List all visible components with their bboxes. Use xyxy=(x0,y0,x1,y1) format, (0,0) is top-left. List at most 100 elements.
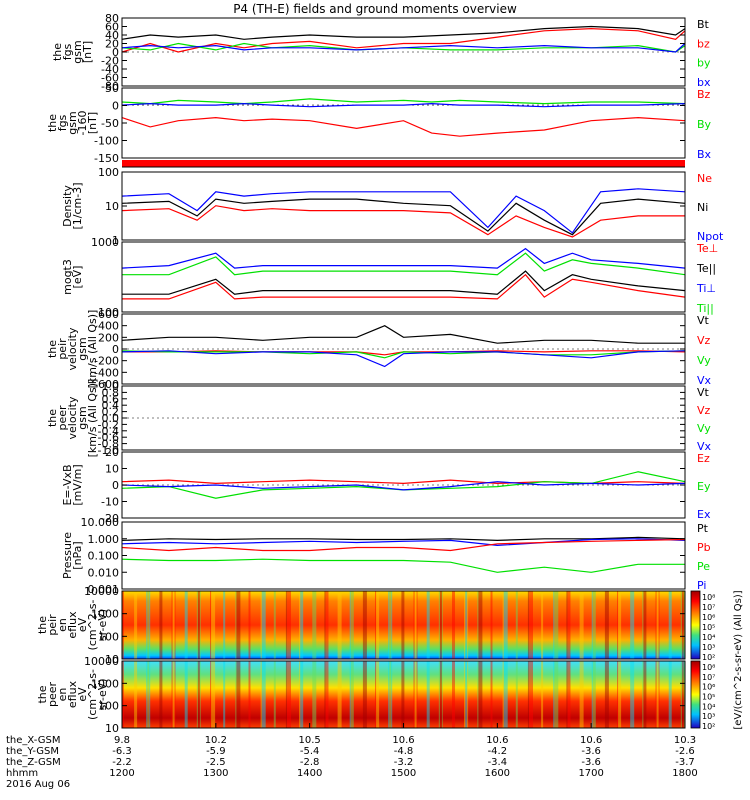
y-tick-label: -1.0 xyxy=(98,444,119,457)
y-tick-label: 10 xyxy=(105,722,119,735)
spectrogram-streak xyxy=(426,591,430,659)
spectrogram-streak xyxy=(490,661,493,728)
spectrogram-streak xyxy=(465,591,468,659)
spectrogram-streak xyxy=(668,661,672,728)
colorbar-tick-label: 10³ xyxy=(702,712,715,721)
spectrogram-streak xyxy=(438,661,443,728)
spectrogram-streak xyxy=(413,661,418,728)
legend-ti: Ti⊥ xyxy=(696,282,716,295)
spectrogram-streak xyxy=(223,591,226,659)
y-axis-label-line: peer xyxy=(46,682,59,708)
spectrogram-streak xyxy=(413,591,418,659)
spectrogram-streak xyxy=(312,661,317,728)
y-axis-label-line: velocity xyxy=(66,396,79,439)
spectrogram-streak xyxy=(426,661,430,728)
spectrogram-streak xyxy=(223,661,226,728)
spectrogram-streak xyxy=(680,591,685,659)
spectrogram-streak xyxy=(541,661,544,728)
spectrogram-streak xyxy=(134,661,138,728)
y-tick-label: -0.8 xyxy=(98,438,119,451)
spectrogram-streak xyxy=(681,591,684,659)
spectrogram-streak xyxy=(273,661,276,728)
x-tick-value: 1400 xyxy=(297,768,322,779)
spectrogram-streak xyxy=(261,591,266,659)
x-tick-value: -2.5 xyxy=(206,757,226,768)
spectrogram-streak xyxy=(211,661,216,728)
y-tick-label: -0.6 xyxy=(98,431,119,444)
y-tick-label: 0 xyxy=(112,46,119,59)
y-axis-label-line: the xyxy=(36,685,49,703)
spectrogram-streak xyxy=(655,591,660,659)
spectrogram-streak xyxy=(122,591,124,659)
y-tick-label: -400 xyxy=(94,366,119,379)
series-ti-line xyxy=(121,247,686,269)
series-pt-line xyxy=(121,536,686,542)
colorbar-tick-label: 10⁸ xyxy=(702,663,715,672)
colorbars: 10⁸10⁷10⁶10⁵10⁴10³10²10⁸10⁷10⁶10⁵10⁴10³1… xyxy=(690,590,744,731)
spectrogram-streak xyxy=(210,661,213,728)
spectrogram-streak xyxy=(630,591,635,659)
spectrogram-streak xyxy=(566,661,569,728)
spectrogram-streak xyxy=(299,661,302,728)
legend-pb: Pb xyxy=(697,541,711,554)
y-tick-label: -10 xyxy=(101,496,119,509)
series-bx-line xyxy=(121,43,686,53)
spectrogram-streak xyxy=(197,591,200,659)
spectrogram-streak xyxy=(630,661,635,728)
spectrogram-streak xyxy=(464,591,469,659)
colorbar-tick-label: 10⁸ xyxy=(702,593,715,602)
legend-bz: bz xyxy=(697,37,710,50)
y-axis-label-line: [1/cm-3] xyxy=(71,182,84,229)
series-vt-line xyxy=(121,325,685,344)
spectrogram-streak xyxy=(566,591,569,659)
colorbar-tick-label: 10² xyxy=(702,653,715,662)
spectrogram-texture xyxy=(122,661,685,728)
y-tick-label: 0 xyxy=(112,343,119,356)
series-pb-line xyxy=(121,538,686,552)
spectrogram-streak xyxy=(324,661,327,728)
y-axis-label: thepeervelocitygsm[km/s (All Qs)] xyxy=(46,379,99,458)
spectrogram-streak xyxy=(388,661,393,728)
spectrogram-streak xyxy=(248,591,251,659)
panel-5: 6004002000-200-400-600thepeirvelocitygsm… xyxy=(46,308,712,391)
spectrogram-streak xyxy=(680,661,685,728)
spectrogram-streak xyxy=(591,661,594,728)
spectrogram-streak xyxy=(579,591,584,659)
x-tick-value: -4.8 xyxy=(394,746,414,757)
spectrogram-streak xyxy=(325,591,329,659)
spectrogram-streak xyxy=(350,661,354,728)
y-axis-label-line: the xyxy=(36,616,49,634)
y-tick-label: -80 xyxy=(101,80,119,93)
legend-ni: Ni xyxy=(697,201,708,214)
series-ex-line xyxy=(121,481,686,491)
spectrogram-streak xyxy=(362,591,367,659)
y-tick-label: 1.000 xyxy=(88,533,120,546)
spectrogram-streak xyxy=(478,661,483,728)
colorbar-tick-label: 10⁴ xyxy=(702,702,715,711)
series-by-line xyxy=(121,98,686,105)
legend-bt: Bt xyxy=(697,18,710,31)
legend-by: by xyxy=(697,57,711,70)
spectrogram-streak xyxy=(285,591,289,659)
spectrogram-streak xyxy=(146,661,151,728)
y-axis-label-line: Pressure xyxy=(61,532,74,579)
series-ne-line xyxy=(121,205,685,238)
spectrogram-streak xyxy=(554,591,559,659)
y-tick-label: 10 xyxy=(105,653,119,666)
panel-6: 1.00.80.60.40.20.0-0.2-0.4-0.6-0.8-1.0th… xyxy=(46,379,712,458)
y-tick-label: -50 xyxy=(101,117,119,130)
x-tick-value: 10.6 xyxy=(486,735,508,746)
spectrogram-streak xyxy=(554,661,559,728)
spectrogram-streak xyxy=(299,591,302,659)
x-tick-value: 1800 xyxy=(672,768,697,779)
spectrogram-streak xyxy=(211,591,216,659)
spectrogram-streak xyxy=(337,661,342,728)
panel-8: 10.0001.0000.1000.0100.001Pressure[nPa]P… xyxy=(61,516,711,596)
y-tick-label: 0.2 xyxy=(102,406,120,419)
spectrogram-streak xyxy=(261,661,266,728)
spectrogram-streak xyxy=(642,661,645,728)
series-pi-line xyxy=(121,538,686,547)
spectrogram-streak xyxy=(196,591,201,659)
spectrogram-streak xyxy=(285,661,289,728)
